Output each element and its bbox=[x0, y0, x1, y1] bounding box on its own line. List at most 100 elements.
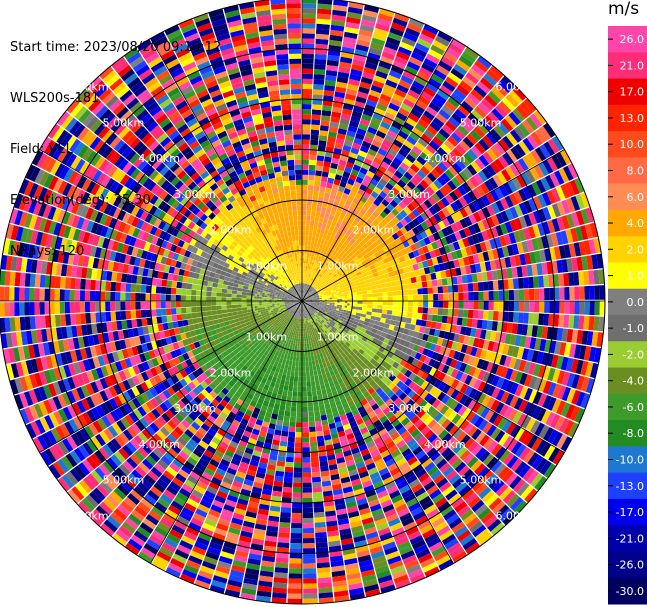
velocity-gate bbox=[504, 333, 512, 345]
velocity-gate bbox=[314, 271, 317, 274]
velocity-gate bbox=[330, 162, 338, 170]
velocity-gate bbox=[440, 237, 448, 247]
velocity-gate bbox=[318, 256, 322, 260]
velocity-gate bbox=[462, 193, 473, 205]
velocity-gate bbox=[386, 107, 398, 117]
velocity-gate bbox=[414, 141, 426, 152]
velocity-gate bbox=[375, 169, 384, 178]
velocity-gate bbox=[412, 294, 419, 301]
velocity-gate bbox=[315, 280, 318, 284]
velocity-gate bbox=[327, 278, 331, 282]
velocity-gate bbox=[526, 349, 535, 362]
velocity-gate bbox=[302, 293, 303, 296]
velocity-gate bbox=[428, 225, 437, 234]
velocity-gate bbox=[302, 507, 314, 514]
velocity-gate bbox=[302, 220, 306, 226]
velocity-gate bbox=[325, 187, 332, 194]
velocity-gate bbox=[448, 43, 464, 55]
velocity-gate bbox=[309, 261, 313, 265]
velocity-gate bbox=[373, 157, 383, 166]
velocity-gate bbox=[315, 532, 327, 538]
velocity-gate bbox=[308, 258, 311, 262]
velocity-gate bbox=[505, 166, 516, 179]
velocity-gate bbox=[443, 51, 458, 64]
velocity-gate bbox=[313, 294, 316, 296]
velocity-gate bbox=[475, 185, 486, 197]
velocity-gate bbox=[315, 537, 328, 543]
velocity-gate bbox=[322, 284, 326, 288]
velocity-gate bbox=[327, 274, 330, 278]
velocity-gate bbox=[310, 286, 313, 289]
velocity-gate bbox=[304, 258, 307, 261]
velocity-gate bbox=[368, 243, 376, 251]
velocity-gate bbox=[534, 250, 542, 263]
velocity-gate bbox=[321, 287, 324, 290]
velocity-gate bbox=[549, 301, 555, 314]
velocity-gate bbox=[304, 291, 306, 294]
velocity-gate bbox=[302, 406, 308, 413]
velocity-gate bbox=[358, 29, 373, 38]
velocity-gate bbox=[328, 291, 332, 294]
velocity-gate bbox=[307, 391, 312, 397]
velocity-gate bbox=[358, 265, 365, 271]
velocity-gate bbox=[326, 203, 333, 210]
velocity-gate bbox=[287, 593, 302, 599]
velocity-gate bbox=[388, 227, 396, 236]
velocity-gate bbox=[333, 270, 338, 274]
velocity-gate bbox=[427, 196, 437, 206]
velocity-gate bbox=[313, 268, 317, 271]
velocity-gate bbox=[317, 222, 323, 228]
velocity-gate bbox=[334, 275, 338, 279]
velocity-gate bbox=[318, 273, 322, 277]
velocity-gate bbox=[508, 311, 514, 323]
velocity-gate bbox=[306, 296, 309, 299]
velocity-gate bbox=[449, 191, 459, 202]
velocity-gate bbox=[386, 130, 398, 139]
velocity-gate bbox=[309, 292, 312, 295]
velocity-gate bbox=[302, 260, 304, 264]
velocity-gate bbox=[318, 292, 321, 295]
velocity-gate bbox=[400, 103, 413, 113]
velocity-gate bbox=[336, 229, 343, 236]
velocity-gate bbox=[339, 61, 352, 69]
velocity-gate bbox=[392, 139, 404, 149]
velocity-gate bbox=[483, 73, 498, 87]
velocity-gate bbox=[295, 330, 298, 334]
velocity-gate bbox=[335, 277, 340, 281]
velocity-gate bbox=[343, 140, 353, 148]
velocity-gate bbox=[418, 294, 424, 301]
velocity-gate bbox=[336, 133, 346, 140]
velocity-gate bbox=[445, 323, 452, 332]
velocity-gate bbox=[508, 111, 521, 126]
velocity-gate bbox=[524, 252, 532, 265]
velocity-gate bbox=[302, 88, 313, 95]
velocity-gate bbox=[481, 194, 491, 207]
velocity-gate bbox=[482, 207, 491, 219]
velocity-gate bbox=[302, 487, 312, 493]
velocity-gate bbox=[306, 276, 309, 279]
velocity-gate bbox=[325, 272, 329, 276]
velocity-gate bbox=[366, 289, 373, 294]
velocity-gate bbox=[303, 331, 306, 334]
velocity-gate bbox=[530, 131, 543, 146]
velocity-gate bbox=[364, 62, 378, 71]
velocity-gate bbox=[378, 60, 392, 70]
velocity-gate bbox=[473, 173, 484, 185]
velocity-gate bbox=[328, 131, 337, 138]
velocity-gate bbox=[498, 155, 509, 169]
velocity-gate bbox=[323, 293, 327, 295]
velocity-gate bbox=[314, 276, 317, 280]
velocity-gate bbox=[461, 317, 468, 327]
velocity-gate bbox=[571, 329, 579, 344]
velocity-gate bbox=[294, 452, 302, 458]
velocity-gate bbox=[569, 301, 575, 315]
velocity-gate bbox=[391, 310, 398, 316]
velocity-gate bbox=[305, 333, 308, 337]
velocity-gate bbox=[428, 206, 438, 216]
velocity-gate bbox=[295, 437, 302, 443]
velocity-gate bbox=[332, 288, 336, 291]
velocity-gate bbox=[459, 80, 473, 93]
velocity-gate bbox=[463, 152, 475, 164]
velocity-gate bbox=[339, 306, 342, 310]
velocity-gate bbox=[574, 177, 585, 194]
